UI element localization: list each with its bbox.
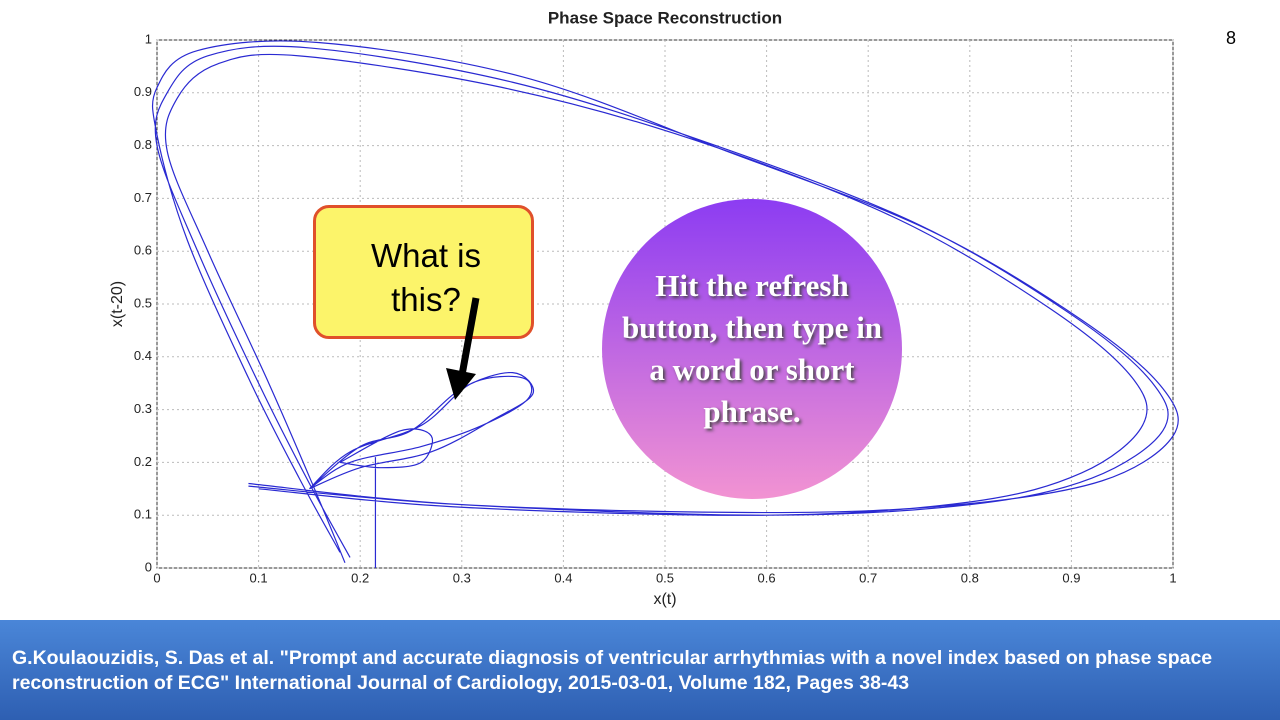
- x-tick-label: 0.3: [453, 570, 471, 585]
- x-tick-label: 0: [153, 570, 160, 585]
- page-number: 8: [1226, 28, 1237, 48]
- x-tick-label: 0.7: [859, 570, 877, 585]
- bubble-text: Hit the refresh button, then type in a w…: [621, 268, 883, 429]
- y-tick-label: 0.1: [134, 507, 152, 522]
- x-tick-label: 0.8: [961, 570, 979, 585]
- x-tick-label: 0.2: [351, 570, 369, 585]
- x-tick-label: 0.6: [758, 570, 776, 585]
- citation: G.Koulaouzidis, S. Das et al. "Prompt an…: [12, 647, 1213, 694]
- callout: What is this?: [313, 205, 534, 339]
- x-tick-label: 0.5: [656, 570, 674, 585]
- x-tick-label: 0.4: [554, 570, 572, 585]
- x-tick-label: 0.1: [250, 570, 268, 585]
- trajectory: [151, 40, 1179, 569]
- x-tick-label: 1: [1169, 570, 1176, 585]
- x-axis-label: x(t): [653, 591, 676, 608]
- y-tick-label: 0.6: [134, 243, 152, 258]
- y-tick-label: 0.8: [134, 137, 152, 152]
- y-tick-label: 0.4: [134, 348, 152, 363]
- chart-title: Phase Space Reconstruction: [548, 8, 782, 27]
- citation-banner: G.Koulaouzidis, S. Das et al. "Prompt an…: [0, 620, 1280, 720]
- y-tick-label: 1: [145, 31, 152, 46]
- y-tick-label: 0.7: [134, 190, 152, 205]
- y-tick-label: 0: [145, 559, 152, 574]
- y-axis-label: x(t-20): [109, 281, 126, 327]
- y-tick-label: 0.5: [134, 295, 152, 310]
- y-tick-label: 0.3: [134, 401, 152, 416]
- bubble: Hit the refresh button, then type in a w…: [602, 199, 902, 499]
- y-tick-label: 0.2: [134, 454, 152, 469]
- callout-text: What is this?: [370, 237, 482, 318]
- y-tick-label: 0.9: [134, 84, 152, 99]
- x-tick-label: 0.9: [1062, 570, 1080, 585]
